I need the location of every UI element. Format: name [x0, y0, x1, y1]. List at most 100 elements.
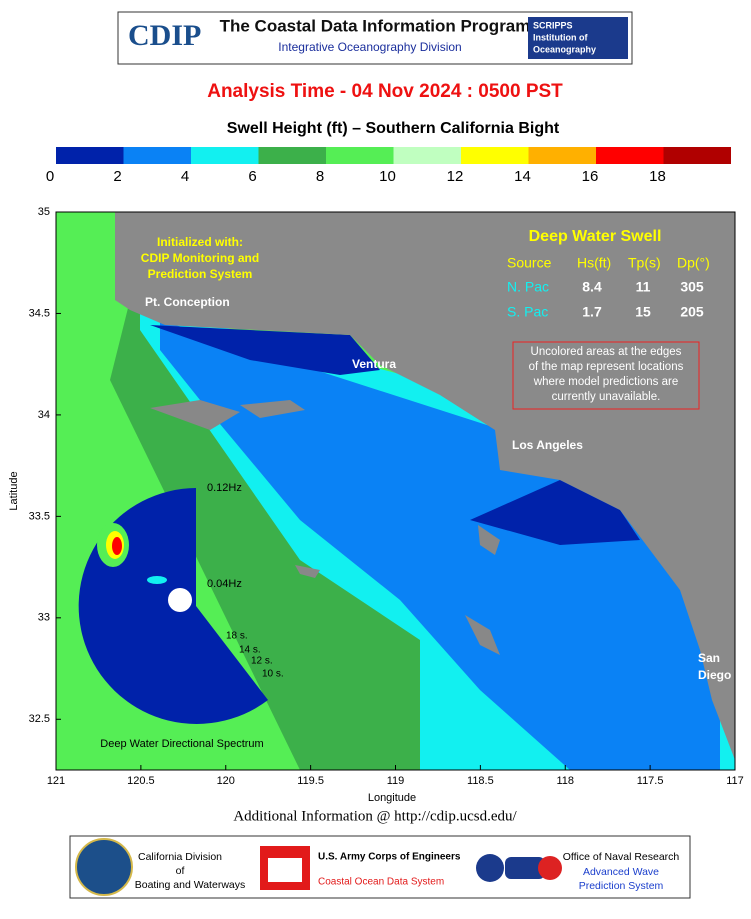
y-tick-label: 35 [38, 206, 50, 218]
footer-text: Advanced Wave [583, 866, 659, 878]
place-label: Los Angeles [512, 438, 583, 452]
analysis-time: Analysis Time - 04 Nov 2024 : 0500 PST [207, 81, 563, 102]
spectrum-peak [147, 576, 167, 584]
colorbar-tick-label: 14 [514, 168, 531, 185]
spectrum-caption: Deep Water Directional Spectrum [100, 738, 263, 750]
note-line: currently unavailable. [552, 391, 661, 403]
ocean [56, 212, 115, 260]
spectrum-freq: 0.12Hz [207, 482, 242, 494]
x-tick-label: 118 [556, 775, 574, 787]
swell-header: Tp(s) [628, 255, 661, 271]
place-label: Diego [698, 668, 731, 682]
y-tick-label: 33.5 [29, 510, 50, 522]
footer-text: California Division [138, 851, 222, 863]
spectrum-period: 10 s. [262, 669, 284, 680]
nearshore [470, 480, 640, 545]
colorbar-tick-label: 4 [181, 168, 189, 185]
note-line: of the map represent locations [529, 361, 684, 373]
colorbar-tick-label: 10 [379, 168, 396, 185]
scripps-text: Oceanography [533, 44, 596, 54]
colorbar-segment [663, 147, 731, 164]
note-box [512, 341, 700, 410]
colorbar-tick-label: 12 [447, 168, 464, 185]
colorbar-segment [56, 147, 124, 164]
island [478, 525, 500, 555]
y-tick-label: 34.5 [29, 307, 50, 319]
colorbar-segment [596, 147, 664, 164]
colorbar-tick-label: 6 [248, 168, 256, 185]
scripps-text: SCRIPPS [533, 20, 573, 30]
scripps-text: Institution of [533, 32, 588, 42]
footer-box [69, 835, 691, 899]
island [295, 565, 320, 578]
swell-value: 1.7 [582, 304, 602, 320]
init-text: Prediction System [148, 267, 253, 281]
map: 0.12Hz 0.04Hz 18 s. 14 s. 12 s. 10 s. De… [55, 211, 736, 771]
colorbar-segment [258, 147, 326, 164]
swell-source: N. Pac [507, 279, 549, 295]
x-tick-label: 118.5 [467, 775, 494, 787]
x-tick-label: 121 [47, 775, 65, 787]
colorbar-segment [528, 147, 596, 164]
y-tick-label: 33 [38, 612, 50, 624]
swell-value: 15 [635, 304, 651, 320]
swell-value: 305 [680, 279, 704, 295]
swell-table: Source Hs(ft) Tp(s) Dp(°) N. Pac 8.4 11 305 S. P… [507, 255, 710, 320]
colorbar-tick-label: 0 [46, 168, 54, 185]
spectrum-period: 18 s. [226, 631, 248, 642]
swell-header: Hs(ft) [577, 255, 611, 271]
swell-band [160, 320, 720, 770]
land [56, 212, 735, 760]
colorbar-segment [191, 147, 259, 164]
onr-logo [476, 854, 504, 882]
colorbar-segment [393, 147, 461, 164]
spectrum-period: 14 s. [239, 645, 261, 656]
footer-text: U.S. Army Corps of Engineers [318, 852, 461, 863]
x-tick-label: 120 [217, 775, 235, 787]
info: Additional Information @ http://cdip.ucs… [233, 808, 517, 824]
island [240, 400, 305, 418]
y-tick-label: 32.5 [29, 713, 50, 725]
island [150, 400, 240, 430]
colorbar-tick-label: 8 [316, 168, 324, 185]
note-line: where model predictions are [533, 376, 678, 388]
header-title: The Coastal Data Information Program [220, 16, 531, 35]
spectrum-freq: 0.04Hz [207, 578, 242, 590]
colorbar: 0 2 4 6 8 10 12 14 16 18 [46, 147, 731, 185]
scripps-logo [528, 17, 628, 59]
colorbar-tick-label: 16 [582, 168, 599, 185]
place-label: Ventura [352, 357, 396, 371]
x-tick-label: 117 [726, 775, 744, 787]
init-text: CDIP Monitoring and [141, 251, 259, 265]
swell-header: Dp(°) [677, 255, 710, 271]
logo: CDIP [128, 19, 201, 52]
footer-text: Coastal Ocean Data System [318, 877, 444, 888]
y-tick-label: 34 [38, 409, 50, 421]
swell-value: 8.4 [582, 279, 602, 295]
colorbar-tick-label: 2 [113, 168, 121, 185]
place-label: Pt. Conception [145, 295, 230, 309]
axes: 121 120.5 120 119.5 119 118.5 118 117.5 117 35 34.… [29, 206, 744, 787]
x-axis-label: Longitude [368, 792, 416, 804]
note-line: Uncolored areas at the edges [531, 346, 682, 358]
swell-value: 11 [636, 279, 651, 295]
onr-logo [538, 856, 562, 880]
dbw-seal [75, 838, 133, 896]
place-label: San [698, 651, 720, 665]
footer-text: of [176, 865, 185, 877]
x-tick-label: 117.5 [637, 775, 664, 787]
swell-header: Source [507, 255, 552, 271]
spectrum-peak [112, 537, 122, 555]
swell-title: Deep Water Swell [529, 228, 662, 245]
map-title: Swell Height (ft) – Southern California … [227, 120, 560, 137]
colorbar-tick-label: 18 [649, 168, 666, 185]
swell-value: 205 [680, 304, 704, 320]
header-subtitle: Integrative Oceanography Division [278, 40, 461, 54]
x-tick-label: 119 [387, 775, 405, 787]
footer-text: Office of Naval Research [563, 851, 680, 863]
spectrum-period: 12 s. [251, 656, 273, 667]
y-axis-label: Latitude [8, 471, 20, 510]
colorbar-segment [123, 147, 191, 164]
